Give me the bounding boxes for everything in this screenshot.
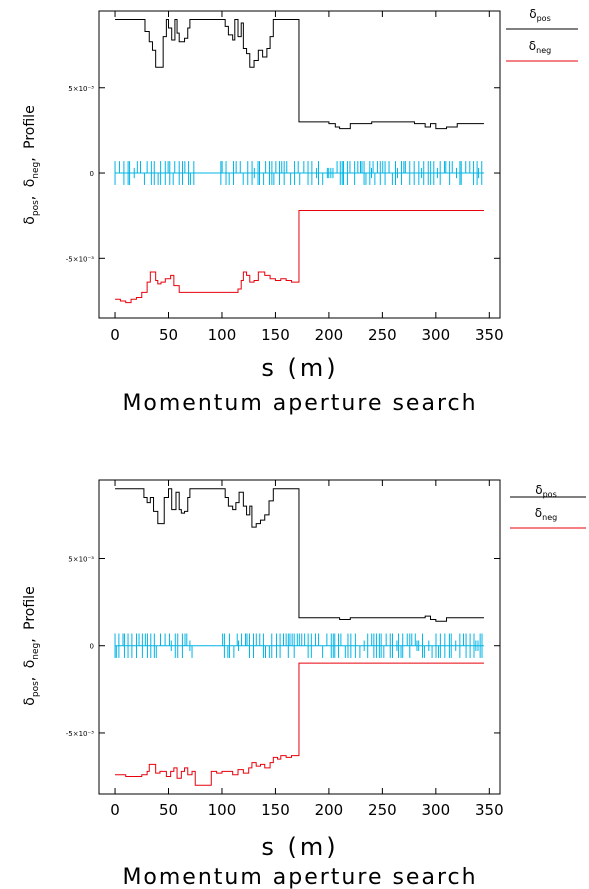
profile-series [114,633,484,658]
chart-title: Momentum aperture search [122,865,477,889]
x-tick-label: 100 [208,801,237,819]
legend-delta-neg-label: δneg [535,506,557,522]
y-tick-label: 0 [90,170,94,178]
legend: δpos δneg [506,7,578,62]
y-tick-label: 5×10⁻³ [68,556,94,564]
y-tick-label: -5×10⁻³ [66,255,94,263]
x-tick-label: 50 [159,801,178,819]
x-tick-label: 200 [315,326,344,344]
plot-frame [98,479,501,795]
y-tick-label: 5×10⁻³ [68,85,94,93]
y-axis-label: δpos, δneg, Profile [22,105,41,224]
y-tick-label: 0 [90,643,94,651]
x-axis-label: s (m) [261,833,338,861]
x-tick-label: 300 [422,801,451,819]
chart-title: Momentum aperture search [122,391,477,416]
delta-pos-line [115,488,484,622]
legend-delta-neg-label: δneg [529,39,551,55]
legend-delta-pos-label: δpos [535,483,556,499]
x-tick-label: 100 [208,326,237,344]
x-tick-label: 350 [475,326,504,344]
legend: δpos δneg [510,483,586,529]
x-tick-label: 150 [261,326,290,344]
x-tick-label: 300 [422,326,451,344]
plot-frame [98,10,501,319]
x-tick-label: 250 [368,326,397,344]
legend-delta-pos-label: δpos [529,7,550,23]
x-tick-label: 200 [315,801,344,819]
x-tick-label: 50 [159,326,178,344]
chart-1: δpos, δneg, Profile s (m) Momentum apert… [22,7,578,416]
x-tick-label: 250 [368,801,397,819]
y-axis-label: δpos, δneg, Profile [22,586,41,705]
delta-pos-line [115,19,484,130]
svg-text:δpos, δneg, Profile: δpos, δneg, Profile [22,586,41,705]
y-tick-label: -5×10⁻³ [66,730,94,738]
profile-series [114,161,484,185]
x-tick-label: 150 [261,801,290,819]
chart-2: δpos, δneg, Profile s (m) Momentum apert… [22,479,586,889]
x-tick-label: 0 [110,326,120,344]
delta-neg-line [115,662,484,786]
x-tick-label: 0 [110,801,120,819]
delta-neg-line [115,210,484,304]
x-tick-label: 350 [475,801,504,819]
svg-text:δpos, δneg, Profile: δpos, δneg, Profile [22,105,41,224]
x-axis-label: s (m) [261,354,338,382]
